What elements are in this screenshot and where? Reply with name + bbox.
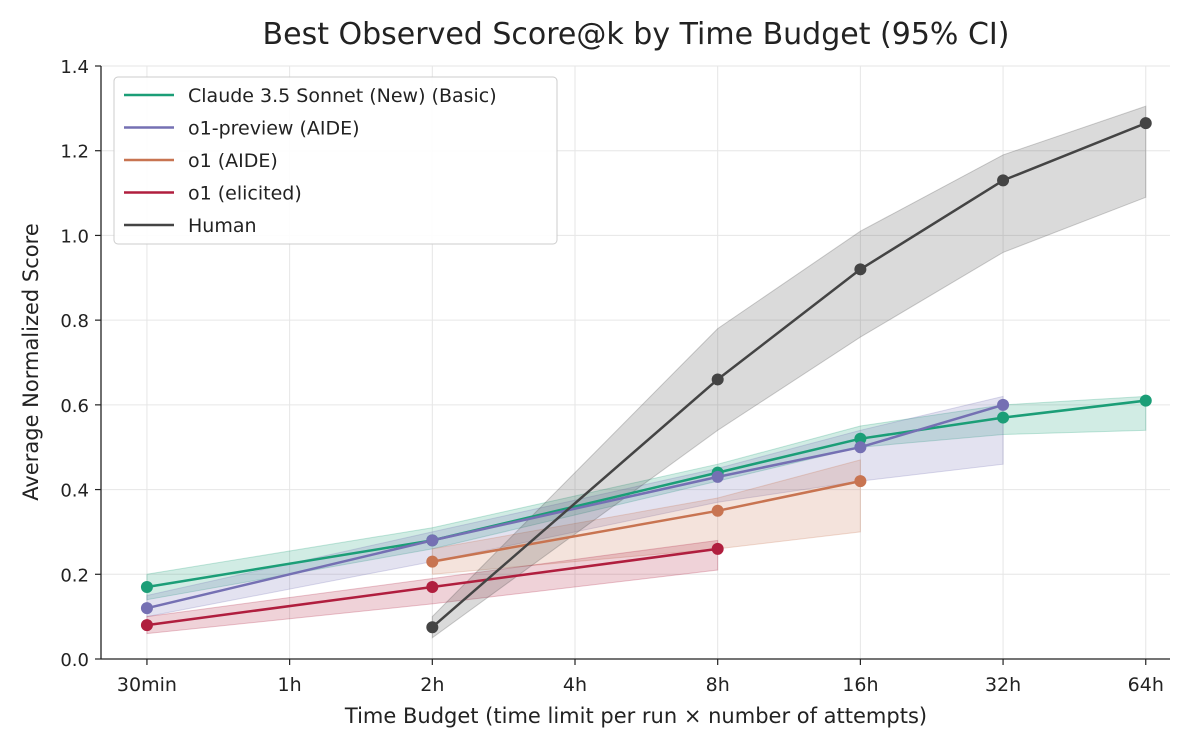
series-points bbox=[140, 117, 1152, 634]
legend-label-0: Claude 3.5 Sonnet (New) (Basic) bbox=[188, 85, 497, 107]
y-tick-label: 1.4 bbox=[60, 57, 89, 78]
data-point-4-4 bbox=[1139, 117, 1152, 130]
data-point-3-0 bbox=[140, 619, 153, 632]
data-point-3-1 bbox=[426, 580, 439, 593]
data-point-0-5 bbox=[1139, 394, 1152, 407]
x-tick-label: 64h bbox=[1128, 674, 1164, 696]
data-point-4-2 bbox=[854, 263, 867, 276]
y-tick-label: 0.0 bbox=[60, 650, 89, 671]
legend: Claude 3.5 Sonnet (New) (Basic) o1-previe… bbox=[113, 76, 558, 245]
data-point-3-2 bbox=[711, 542, 724, 555]
legend-label-2: o1 (AIDE) bbox=[188, 150, 278, 172]
x-tick-label: 32h bbox=[985, 674, 1021, 696]
series-line-0 bbox=[146, 399, 1146, 589]
y-tick-label: 1.0 bbox=[60, 226, 89, 247]
x-tick-label: 2h bbox=[420, 674, 444, 696]
x-tick-label: 30min bbox=[117, 674, 177, 696]
data-point-4-0 bbox=[426, 621, 439, 634]
x-axis-label: Time Budget (time limit per run × number… bbox=[344, 704, 927, 728]
axes: 30min 1h 2h 4h 8h 16h 32h 64h 0.0 0.2 0.4 0.6 0.8 1.0… bbox=[60, 57, 1170, 696]
y-axis-label: Average Normalized Score bbox=[19, 223, 43, 501]
x-tick-label: 16h bbox=[842, 674, 878, 696]
data-point-4-3 bbox=[997, 174, 1010, 187]
grid-layer bbox=[101, 65, 1170, 660]
data-point-0-3 bbox=[854, 432, 867, 445]
x-tick-label: 1h bbox=[278, 674, 302, 696]
x-tick-label: 4h bbox=[563, 674, 587, 696]
legend-box bbox=[113, 76, 558, 245]
data-point-1-0 bbox=[140, 602, 153, 615]
ci-band-2 bbox=[431, 459, 861, 575]
data-point-1-1 bbox=[426, 534, 439, 547]
data-point-1-4 bbox=[997, 398, 1010, 411]
legend-label-3: o1 (elicited) bbox=[188, 183, 302, 205]
y-tick-label: 1.2 bbox=[60, 142, 89, 163]
legend-label-1: o1-preview (AIDE) bbox=[188, 118, 360, 140]
x-tick-label: 8h bbox=[706, 674, 730, 696]
ci-band-4 bbox=[431, 105, 1147, 639]
data-point-2-1 bbox=[711, 504, 724, 517]
chart-title: Best Observed Score@k by Time Budget (95… bbox=[263, 17, 1010, 52]
data-point-1-3 bbox=[854, 441, 867, 454]
data-point-2-2 bbox=[854, 475, 867, 488]
data-point-1-2 bbox=[711, 470, 724, 483]
data-point-0-0 bbox=[140, 580, 153, 593]
y-tick-label: 0.4 bbox=[60, 481, 89, 502]
data-point-0-4 bbox=[997, 411, 1010, 424]
data-point-4-1 bbox=[711, 373, 724, 386]
y-tick-label: 0.6 bbox=[60, 396, 89, 417]
y-tick-label: 0.8 bbox=[60, 311, 89, 332]
data-point-2-0 bbox=[426, 555, 439, 568]
legend-label-4: Human bbox=[188, 215, 257, 237]
y-tick-label: 0.2 bbox=[60, 565, 89, 586]
